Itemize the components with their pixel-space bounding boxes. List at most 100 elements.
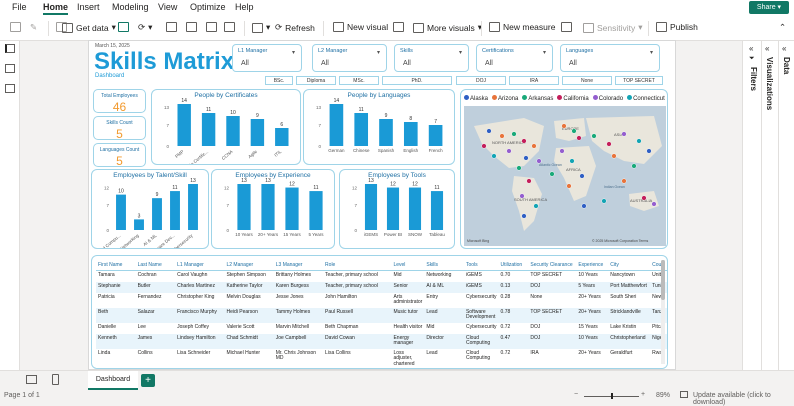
map-point[interactable] (571, 128, 577, 134)
map-point[interactable] (533, 203, 539, 209)
bar[interactable] (364, 184, 378, 230)
table-row[interactable]: Linda Collins Lisa Schneider Michael Hunter… (96, 348, 667, 368)
publish-button[interactable]: Publish (656, 22, 698, 32)
visualizations-pane-tab[interactable]: Visualizations (765, 57, 774, 111)
menu-view[interactable]: View (158, 2, 178, 12)
sql-button[interactable] (186, 22, 197, 32)
menu-modeling[interactable]: Modeling (112, 2, 149, 12)
map-point[interactable] (549, 171, 555, 177)
legend-item[interactable]: Colorado (592, 95, 623, 102)
collapse-filters-icon[interactable]: « (749, 44, 754, 53)
slicer-certifications[interactable]: Certifications ▾ All (476, 44, 553, 72)
desktop-layout-icon[interactable] (26, 375, 37, 384)
map-point[interactable] (591, 133, 597, 139)
chart-employees-by-tools[interactable]: Employees by Tools 0 7 12 13 iGEMS 12 Power BI… (339, 169, 455, 249)
chip-doj[interactable]: DOJ (456, 76, 506, 85)
chip-msc[interactable]: MSc. (339, 76, 379, 85)
chip-ira[interactable]: IRA (509, 76, 559, 85)
column-header[interactable]: Security Clearance (528, 260, 577, 271)
bar[interactable] (329, 104, 344, 146)
map-point[interactable] (576, 135, 582, 141)
column-header[interactable]: Tools (463, 260, 499, 271)
chart-people-by-certificates[interactable]: People by Certificates 0 7 13 14 PMP 11 No Cer… (151, 89, 301, 169)
table-view-icon[interactable] (5, 64, 15, 73)
world-map[interactable]: NORTH AMERICA EUROPE ASIA AFRICA SOUTH A… (464, 106, 666, 246)
zoom-slider-thumb[interactable] (611, 393, 613, 399)
dataverse-button[interactable] (166, 22, 177, 32)
map-point[interactable] (536, 158, 542, 164)
bar[interactable] (134, 219, 144, 230)
map-point[interactable] (636, 138, 642, 144)
bar[interactable] (408, 187, 422, 230)
menu-home[interactable]: Home (43, 2, 69, 15)
zoom-in-icon[interactable]: + (641, 391, 646, 398)
column-header[interactable]: Role (323, 260, 392, 271)
refresh-button[interactable]: ⟳ Refresh (275, 22, 315, 33)
bar[interactable] (201, 113, 216, 146)
chart-people-by-languages[interactable]: People by Languages 0 7 13 14 German 11 Chines… (303, 89, 455, 165)
map-point[interactable] (579, 173, 585, 179)
collapse-data-icon[interactable]: « (782, 44, 787, 53)
map-point[interactable] (559, 148, 565, 154)
map-point[interactable] (611, 153, 617, 159)
map-point[interactable] (491, 153, 497, 159)
chip-none[interactable]: None (562, 76, 612, 85)
column-header[interactable]: First Name (96, 260, 136, 271)
legend-item[interactable]: Connecticut (627, 95, 665, 102)
column-header[interactable]: Utilization (498, 260, 529, 271)
map-point[interactable] (521, 138, 527, 144)
menu-help[interactable]: Help (235, 2, 254, 12)
column-header[interactable]: Skills (424, 260, 464, 271)
format-painter-button[interactable]: ✎ (30, 22, 37, 33)
map-point[interactable] (499, 133, 505, 139)
page-tab-dashboard[interactable]: Dashboard (88, 371, 138, 390)
slicer-skills[interactable]: Skills ▾ All (394, 44, 469, 72)
bar[interactable] (177, 104, 191, 146)
bar[interactable] (386, 187, 400, 230)
map-point[interactable] (606, 141, 612, 147)
bar[interactable] (170, 191, 180, 230)
slicer-l2-manager[interactable]: L2 Manager ▾ All (312, 44, 387, 72)
model-view-icon[interactable] (5, 84, 15, 93)
recent-sources-button[interactable]: ⟳ ▾ (138, 22, 153, 32)
get-data-button[interactable]: Get data ▾ (62, 22, 116, 33)
chip-top-secret[interactable]: TOP SECRET (615, 76, 663, 85)
slicer-l1-manager[interactable]: L1 Manager ▾ All (232, 44, 302, 72)
update-notice[interactable]: Update available (click to download) (693, 392, 771, 406)
column-header[interactable]: Experience (576, 260, 609, 271)
paste-button[interactable] (56, 22, 67, 32)
column-header[interactable]: L2 Manager (224, 260, 274, 271)
data-pane-tab[interactable]: Data (782, 57, 791, 75)
bar[interactable] (403, 122, 418, 146)
zoom-out-icon[interactable]: − (574, 391, 579, 398)
transform-data-button[interactable]: ▾ (252, 22, 270, 33)
bar[interactable] (430, 191, 444, 230)
chart-employees-by-experience[interactable]: Employees by Experience 0 7 12 13 10 Years 13… (211, 169, 335, 249)
more-visuals-button[interactable]: More visuals ▾ (413, 22, 482, 33)
column-header[interactable]: L3 Manager (273, 260, 324, 271)
column-header[interactable]: Level (391, 260, 425, 271)
bar[interactable] (250, 119, 265, 146)
table-row[interactable]: Stephanie Butler Charles Martinez Katherine… (96, 281, 667, 293)
table-row[interactable]: Patricia Fernandez Christopher King Melvin … (96, 292, 667, 308)
enter-data-button[interactable] (206, 22, 217, 32)
collapse-visualizations-icon[interactable]: « (765, 44, 770, 53)
transform-button[interactable] (224, 22, 235, 32)
bar[interactable] (226, 116, 240, 146)
new-measure-button[interactable]: New measure (489, 22, 555, 32)
table-scrollbar[interactable] (661, 260, 665, 364)
map-point[interactable] (641, 195, 647, 201)
legend-item[interactable]: Arizona (492, 95, 518, 102)
map-point[interactable] (523, 155, 529, 161)
menu-file[interactable]: File (12, 2, 27, 12)
map-point[interactable] (531, 143, 537, 149)
map-point[interactable] (621, 178, 627, 184)
map-point[interactable] (511, 131, 517, 137)
map-point[interactable] (646, 148, 652, 154)
sensitivity-button[interactable]: Sensitivity ▾ (583, 22, 643, 33)
excel-button[interactable] (118, 22, 129, 32)
map-point[interactable] (601, 198, 607, 204)
map-point[interactable] (486, 128, 492, 134)
column-header[interactable]: L1 Manager (175, 260, 225, 271)
share-button[interactable]: Share ▾ (749, 1, 789, 14)
